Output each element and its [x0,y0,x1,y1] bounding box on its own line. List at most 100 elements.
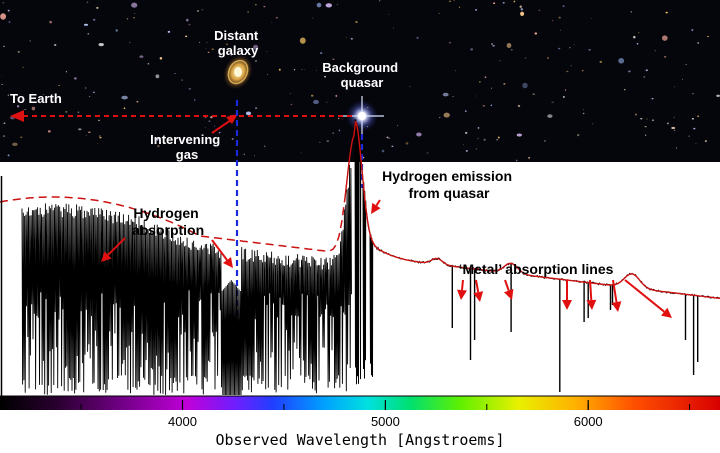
sky-object [196,10,200,12]
sky-object [230,54,232,57]
sky-object [517,105,521,107]
sky-object [693,127,696,130]
sky-object [716,94,720,98]
sky-object [695,142,697,144]
sky-object [17,51,20,53]
sky-object [673,86,675,88]
sky-object [134,13,136,14]
sky-object [645,134,647,136]
sky-object [121,95,128,100]
sky-object [499,60,501,62]
sky-object [630,11,633,13]
sky-object [98,42,104,47]
sky-object [386,136,389,139]
sky-object [552,20,554,22]
sky-object [483,138,486,141]
continuum-dashed-curve [0,196,346,252]
sky-object [646,118,648,120]
sky-object [465,150,468,152]
sky-object [443,112,450,118]
annotation-arrow [504,279,514,300]
sky-object [310,94,314,97]
sky-object [42,94,44,96]
annotation-arrow [611,279,622,312]
sky-object [516,133,522,137]
sky-object [99,136,102,139]
sky-object [449,42,451,44]
sky-object [654,50,656,52]
sky-object [665,11,668,14]
sky-object [47,130,51,133]
sky-object [278,68,281,71]
sky-background [0,0,720,162]
sky-object [697,115,699,117]
sky-object [634,113,637,116]
sky-object [464,110,467,112]
sky-object [3,122,6,125]
sky-object [346,37,348,38]
sky-object [65,111,68,113]
sky-object [96,6,99,9]
sky-object [128,42,131,44]
sky-object [293,69,296,71]
sky-object [564,89,567,91]
sky-object [704,140,708,143]
sky-object [515,159,518,162]
sky-object [245,111,252,116]
sky-object [324,75,326,78]
sky-object [661,35,668,41]
sky-object [416,132,422,137]
distant-galaxy-label: Distant galaxy [214,28,262,58]
sky-object [266,51,268,52]
sky-object [671,126,676,130]
annotation-arrow [473,279,484,302]
sky-object [264,145,266,147]
sky-object [558,47,561,50]
sky-object [470,48,474,51]
sky-object [484,76,487,79]
sky-object [0,76,2,78]
sky-object [7,154,10,157]
sky-object [78,128,82,131]
sky-object [503,83,506,85]
sky-object [199,41,201,43]
sky-object [491,43,494,45]
sky-object [388,13,390,15]
lyman-alpha-forest [21,164,352,396]
sky-object [131,2,138,8]
sky-object [574,44,576,46]
sky-object [651,119,655,122]
sky-object [490,87,493,89]
distant-galaxy [223,54,253,90]
sky-object [255,60,257,62]
sky-object [563,95,565,98]
sky-object [628,70,631,73]
sky-object [477,138,479,140]
sky-object [490,104,493,106]
sky-object [201,9,203,11]
sky-object [313,99,319,105]
background-quasar-label: Background quasar [322,60,401,90]
sky-object [83,23,89,26]
sky-object [115,29,118,32]
sky-object [271,21,273,23]
sky-object [157,144,160,148]
sky-object [618,58,625,64]
sky-object [188,87,192,90]
sky-object [243,153,246,155]
sky-object [12,142,18,147]
sky-object [359,63,361,65]
sky-object [453,0,455,1]
sky-object [301,69,303,70]
sky-object [674,129,676,131]
sky-object [502,1,505,4]
sky-object [588,49,591,51]
sky-object [562,5,565,7]
sky-object [475,9,478,11]
sky-object [29,40,32,42]
sky-object [326,140,330,142]
sky-object [581,70,584,72]
sky-object [697,42,700,44]
annotation-arrows [101,199,672,318]
sky-object [350,37,353,40]
